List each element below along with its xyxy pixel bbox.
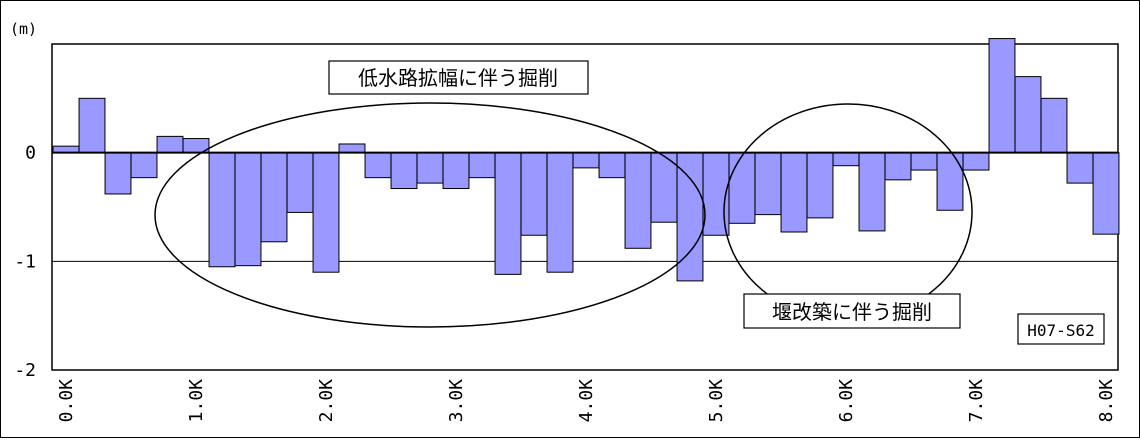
bar [364, 152, 392, 179]
bar [910, 152, 938, 171]
bar [130, 152, 158, 179]
annotation-channel-widening: 低水路拡幅に伴う掘削 [358, 66, 558, 90]
bar [832, 152, 860, 167]
bar [754, 152, 782, 216]
period-label: H07-S62 [1027, 321, 1094, 340]
bar [546, 152, 574, 273]
bar [338, 143, 366, 154]
bar [104, 152, 132, 195]
bar [78, 97, 106, 154]
bar [234, 152, 262, 267]
y-axis-ticks: 0 -1 -2 [14, 143, 36, 381]
bars [52, 38, 1120, 282]
bar [208, 152, 236, 268]
bar [806, 152, 834, 219]
bar [442, 152, 470, 190]
annotation-box-channel [328, 60, 589, 95]
bar [962, 152, 990, 171]
y-tick-label: -2 [14, 360, 36, 381]
period-label-box [1017, 313, 1105, 345]
bar [494, 152, 522, 275]
bar [468, 152, 496, 179]
bar [988, 38, 1016, 154]
bar [286, 152, 314, 213]
x-tick-label: 0.0K [56, 379, 77, 423]
bar [1066, 152, 1094, 184]
annotation-box-weir [743, 293, 961, 329]
bar [624, 152, 652, 249]
bar [312, 152, 340, 273]
x-axis-ticks: 0.0K 1.0K 2.0K 3.0K 4.0K 5.0K 6.0K 7.0K 8.0K [56, 379, 1117, 423]
y-tick-label: 0 [25, 143, 36, 164]
x-tick-label: 4.0K [576, 379, 597, 423]
bar [156, 135, 184, 154]
x-tick-label: 7.0K [966, 379, 987, 423]
bar [650, 152, 678, 223]
bar [572, 152, 600, 169]
bar [780, 152, 808, 233]
y-unit-label: (m) [10, 20, 37, 38]
y-tick-label: -1 [14, 251, 36, 272]
x-tick-label: 1.0K [186, 379, 207, 423]
bar [416, 152, 444, 184]
bar [520, 152, 548, 236]
annotation-ellipse-channel [154, 102, 706, 328]
bar [390, 152, 418, 190]
x-tick-label: 6.0K [836, 379, 857, 423]
bar [1040, 97, 1068, 154]
x-tick-label: 8.0K [1096, 379, 1117, 423]
bar [1092, 152, 1120, 235]
x-tick-label: 2.0K [316, 379, 337, 423]
annotation-weir-rebuild: 堰改築に伴う掘削 [772, 300, 932, 324]
bar [1014, 76, 1042, 154]
bar [936, 152, 964, 211]
x-tick-label: 3.0K [446, 379, 467, 423]
bar [728, 152, 756, 224]
x-tick-label: 5.0K [706, 379, 727, 423]
bar [260, 152, 288, 243]
bar [884, 152, 912, 181]
bar [858, 152, 886, 232]
bar [598, 152, 626, 179]
